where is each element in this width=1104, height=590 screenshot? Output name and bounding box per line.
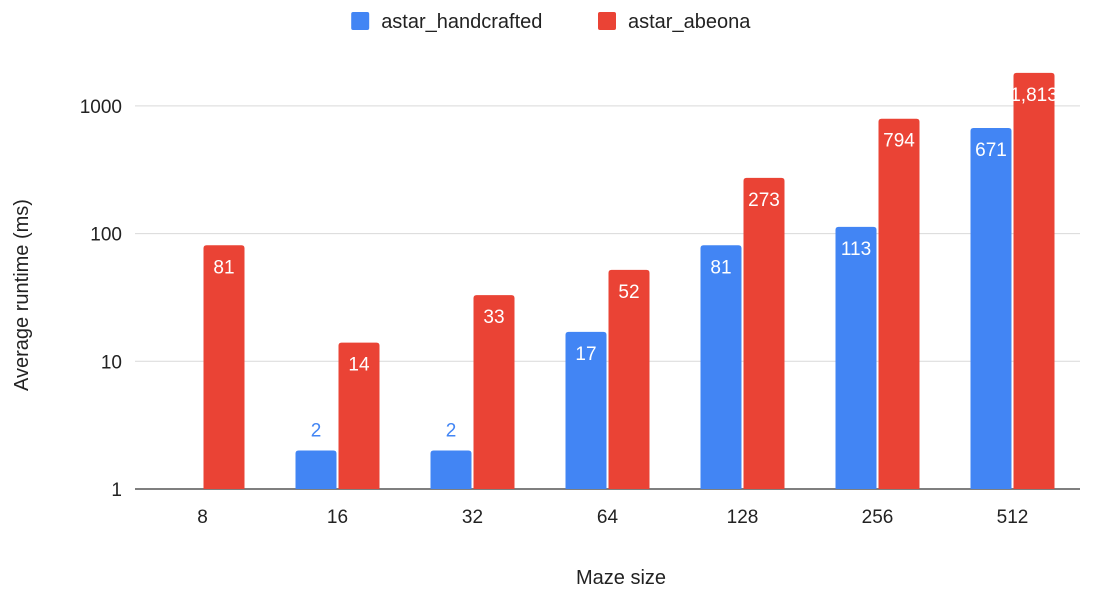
bar-astar_abeona (608, 269, 650, 489)
bar-astar_handcrafted (430, 450, 472, 489)
y-tick-label: 10 (101, 352, 122, 373)
y-axis-ticks: 1 10 100 1000 (80, 97, 122, 501)
bar-astar_abeona (203, 245, 245, 489)
data-label: 81 (213, 257, 234, 278)
bar-astar_abeona (743, 177, 785, 489)
x-tick-label: 256 (862, 507, 894, 528)
data-label: 81 (710, 257, 731, 278)
x-tick-label: 64 (597, 507, 619, 528)
data-label: 113 (841, 239, 871, 260)
legend-label: astar_handcrafted (381, 11, 542, 33)
data-labels: 81 2 14 2 33 17 52 81 273 113 794 671 1,813 (213, 85, 1057, 442)
x-tick-label: 16 (327, 507, 348, 528)
legend-label: astar_abeona (628, 11, 751, 33)
bar-astar_abeona (473, 295, 515, 489)
bar-astar_abeona (1013, 72, 1055, 490)
data-label: 33 (483, 307, 504, 328)
y-tick-label: 1 (111, 480, 122, 501)
y-tick-label: 100 (90, 225, 122, 246)
legend-item: astar_abeona (598, 11, 751, 33)
y-axis-title: Average runtime (ms) (11, 199, 33, 391)
data-label: 2 (446, 421, 457, 442)
bar-astar_handcrafted (295, 450, 337, 489)
x-axis-ticks: 8 16 32 64 128 256 512 (197, 507, 1028, 528)
bar-astar_handcrafted (565, 331, 607, 489)
data-label: 1,813 (1010, 85, 1058, 106)
bar-astar_abeona (878, 118, 920, 489)
gridlines (135, 105, 1080, 490)
bars (203, 72, 1055, 490)
x-axis-title: Maze size (576, 567, 666, 589)
legend-swatch (351, 12, 370, 30)
bar-astar_abeona (338, 342, 380, 489)
data-label: 52 (618, 282, 639, 303)
data-label: 2 (311, 421, 322, 442)
bar-astar_handcrafted (835, 226, 877, 489)
bar-astar_handcrafted (970, 128, 1012, 489)
data-label: 671 (975, 140, 1007, 161)
x-tick-label: 512 (997, 507, 1029, 528)
bar-astar_handcrafted (700, 245, 742, 489)
data-label: 17 (575, 344, 596, 365)
y-tick-label: 1000 (80, 97, 122, 118)
data-label: 794 (883, 131, 915, 152)
data-label: 14 (348, 355, 370, 376)
data-label: 273 (748, 190, 780, 211)
legend: astar_handcrafted astar_abeona (351, 11, 751, 33)
legend-swatch (598, 12, 616, 30)
legend-item: astar_handcrafted (351, 11, 542, 33)
x-tick-label: 8 (197, 507, 208, 528)
x-tick-label: 128 (727, 507, 759, 528)
x-tick-label: 32 (462, 507, 483, 528)
